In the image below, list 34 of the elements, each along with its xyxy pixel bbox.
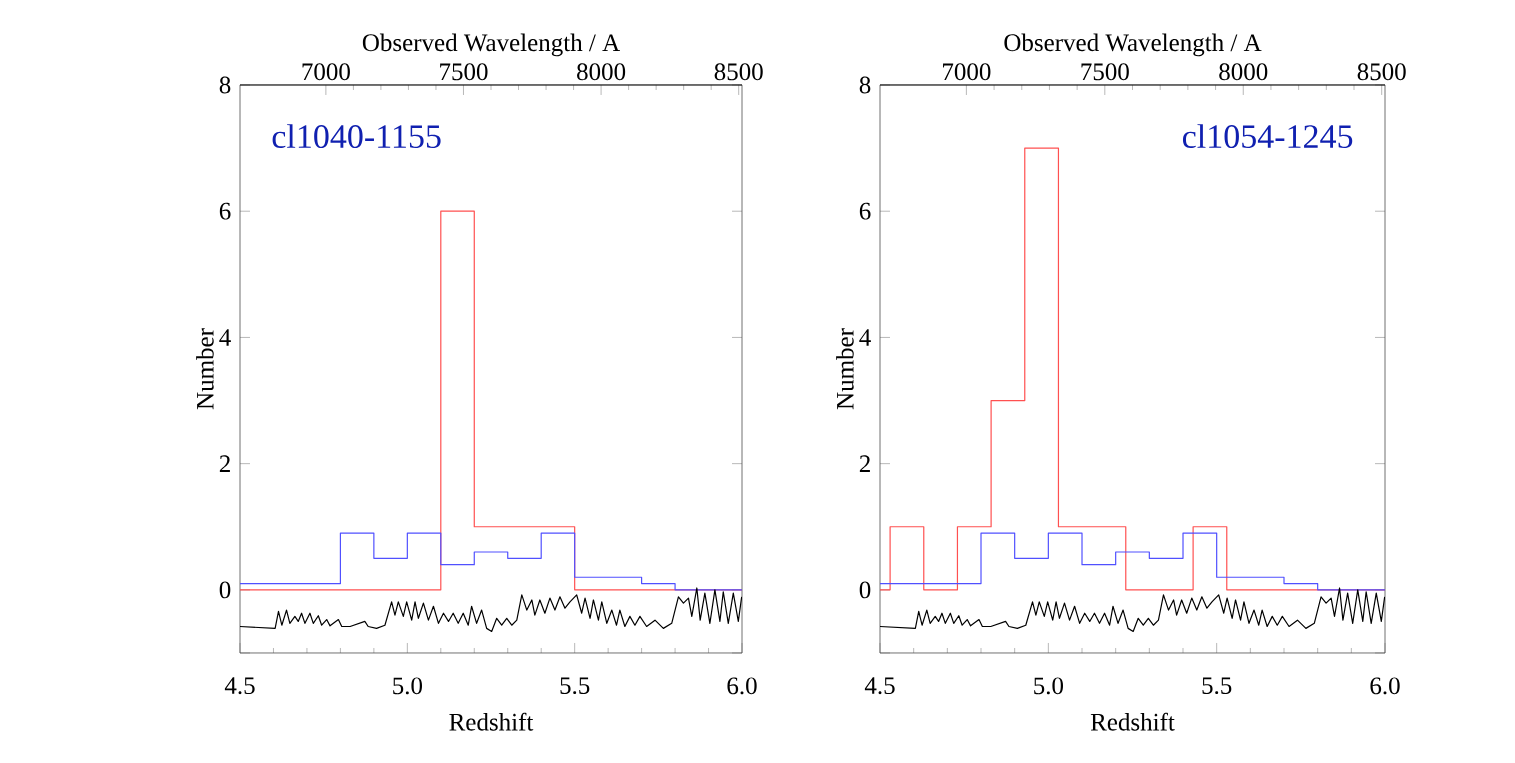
x-tick-label: 5.0: [393, 677, 423, 695]
x2-tick-label: 8500: [714, 63, 763, 81]
x-axis-title: Redshift: [1090, 712, 1175, 731]
x2-tick-label: 7500: [440, 63, 488, 81]
x-tick-label: 5.5: [1202, 677, 1232, 695]
y-tick-label: 0: [859, 581, 871, 599]
y-tick-label: 0: [219, 581, 231, 599]
annotation: cl1054-1245: [1182, 124, 1353, 149]
x-tick-label: 6.0: [1370, 677, 1400, 695]
y-tick-label: 8: [859, 76, 871, 94]
x-tick-label: 5.5: [560, 677, 590, 695]
x2-tick-label: 7000: [943, 63, 991, 81]
y-axis-title: Number: [836, 328, 854, 410]
y-tick-label: 6: [859, 202, 871, 220]
x2-axis-title: Observed Wavelength / A: [362, 33, 620, 57]
x2-tick-label: 8000: [577, 63, 626, 81]
x2-tick-label: 8500: [1357, 63, 1406, 81]
y-tick-label: 4: [859, 329, 871, 346]
y-tick-label: 8: [219, 76, 231, 94]
x2-tick-label: 8000: [1219, 63, 1268, 81]
x2-tick-label: 7500: [1081, 63, 1129, 81]
x-tick-label: 6.0: [727, 677, 757, 695]
x2-tick-label: 7000: [302, 63, 350, 81]
x-tick-label: 4.5: [864, 677, 895, 695]
x-tick-label: 5.0: [1034, 677, 1064, 695]
x2-axis-title: Observed Wavelength / A: [1004, 33, 1262, 57]
y-tick-label: 2: [859, 455, 870, 472]
x-axis-title: Redshift: [449, 712, 534, 731]
y-tick-label: 6: [219, 202, 231, 220]
x-tick-label: 4.5: [224, 677, 255, 695]
y-tick-label: 2: [219, 455, 230, 472]
y-axis-title: Number: [196, 328, 214, 410]
y-tick-label: 4: [219, 329, 231, 346]
annotation: cl1040-1155: [272, 124, 441, 149]
